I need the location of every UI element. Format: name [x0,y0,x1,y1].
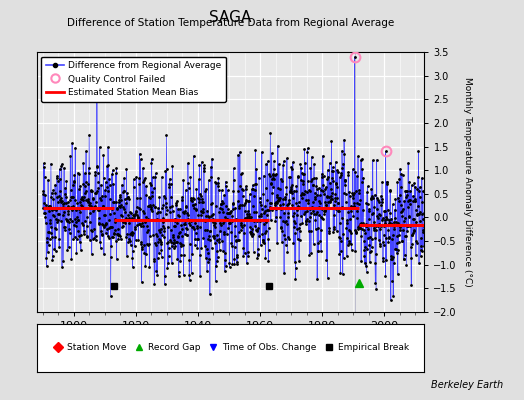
Text: Difference of Station Temperature Data from Regional Average: Difference of Station Temperature Data f… [67,18,394,28]
Legend: Station Move, Record Gap, Time of Obs. Change, Empirical Break: Station Move, Record Gap, Time of Obs. C… [49,340,412,356]
Y-axis label: Monthly Temperature Anomaly Difference (°C): Monthly Temperature Anomaly Difference (… [463,77,472,287]
Text: Berkeley Earth: Berkeley Earth [431,380,503,390]
Text: SAGA: SAGA [210,10,252,25]
Legend: Difference from Regional Average, Quality Control Failed, Estimated Station Mean: Difference from Regional Average, Qualit… [41,56,226,102]
